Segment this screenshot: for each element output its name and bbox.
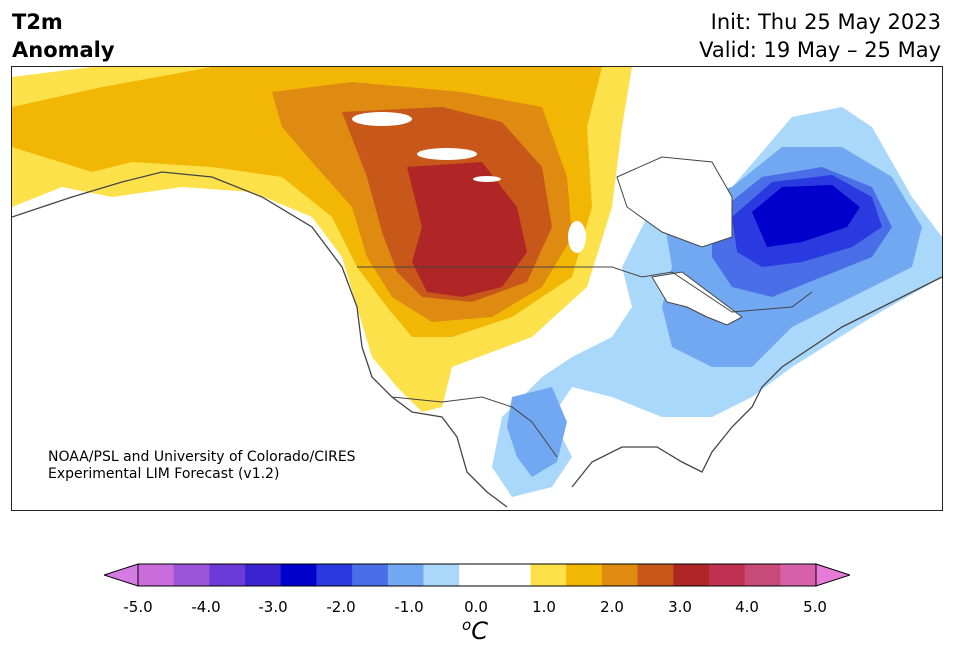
tick-label: -3.0	[258, 598, 288, 616]
title-variable: T2m	[12, 10, 63, 34]
credit: NOAA/PSL and University of Colorado/CIRE…	[48, 449, 356, 483]
title-right: Init: Thu 25 May 2023 Valid: 19 May – 25…	[699, 8, 941, 64]
tick-label: -4.0	[191, 598, 221, 616]
map-panel	[11, 66, 943, 511]
colorbar-bin	[780, 564, 817, 586]
tick-label: 0.0	[464, 598, 488, 616]
hudson-bay	[616, 156, 733, 248]
tick-label: 1.0	[532, 598, 556, 616]
colorbar-bin	[530, 564, 567, 586]
colorbar-unit: oC	[462, 616, 488, 645]
credit-line-2: Experimental LIM Forecast (v1.2)	[48, 466, 280, 482]
colorbar-bin	[209, 564, 246, 586]
great-slave-lake	[417, 148, 477, 160]
colorbar-bin	[245, 564, 282, 586]
tick-label: 3.0	[668, 598, 692, 616]
colorbar-bin	[352, 564, 389, 586]
colorbar-bin	[744, 564, 781, 586]
us-canada-border	[357, 266, 813, 313]
valid-range: Valid: 19 May – 25 May	[699, 38, 941, 62]
colorbar-bin	[708, 564, 746, 586]
colorbar-bin	[459, 564, 496, 586]
title-type: Anomaly	[12, 38, 115, 62]
great-bear-lake	[352, 112, 412, 126]
colorbar-under-arrow	[104, 563, 139, 587]
colorbar-bin	[173, 564, 210, 586]
colorbar-bin	[637, 564, 674, 586]
tick-label: -1.0	[394, 598, 424, 616]
great-lakes	[651, 271, 743, 326]
tick-label: 2.0	[600, 598, 624, 616]
colorbar-bin	[601, 564, 639, 586]
colorbar-bin	[566, 564, 603, 586]
tick-label: -5.0	[123, 598, 153, 616]
colorbar-bin	[423, 564, 460, 586]
credit-line-1: NOAA/PSL and University of Colorado/CIRE…	[48, 449, 356, 465]
us-mexico-border	[391, 396, 558, 458]
unit-celsius: C	[471, 617, 488, 645]
colorbar-bin	[494, 564, 532, 586]
anomaly-neg-1-0-south	[507, 387, 567, 477]
tick-label: 4.0	[735, 598, 759, 616]
colorbar-bin	[387, 564, 424, 586]
colorbar-bin	[316, 564, 353, 586]
anomaly-neg-2-5	[752, 185, 860, 247]
colorbar-bin	[673, 564, 710, 586]
colorbar-over-arrow	[815, 563, 850, 587]
tick-label: -2.0	[326, 598, 356, 616]
coastline	[12, 171, 942, 508]
title-left: T2m Anomaly	[12, 8, 115, 64]
tick-label: 5.0	[803, 598, 827, 616]
colorbar	[104, 563, 850, 587]
colorbar-bin	[138, 564, 175, 586]
init-date: Init: Thu 25 May 2023	[710, 10, 941, 34]
lake-athabasca	[473, 176, 501, 182]
lake-winnipeg	[568, 221, 586, 253]
anomaly-2-5	[407, 162, 527, 297]
colorbar-frame	[137, 563, 817, 587]
colorbar-bin	[280, 564, 317, 586]
unit-degree: o	[462, 616, 472, 634]
anomaly-map	[12, 67, 942, 508]
